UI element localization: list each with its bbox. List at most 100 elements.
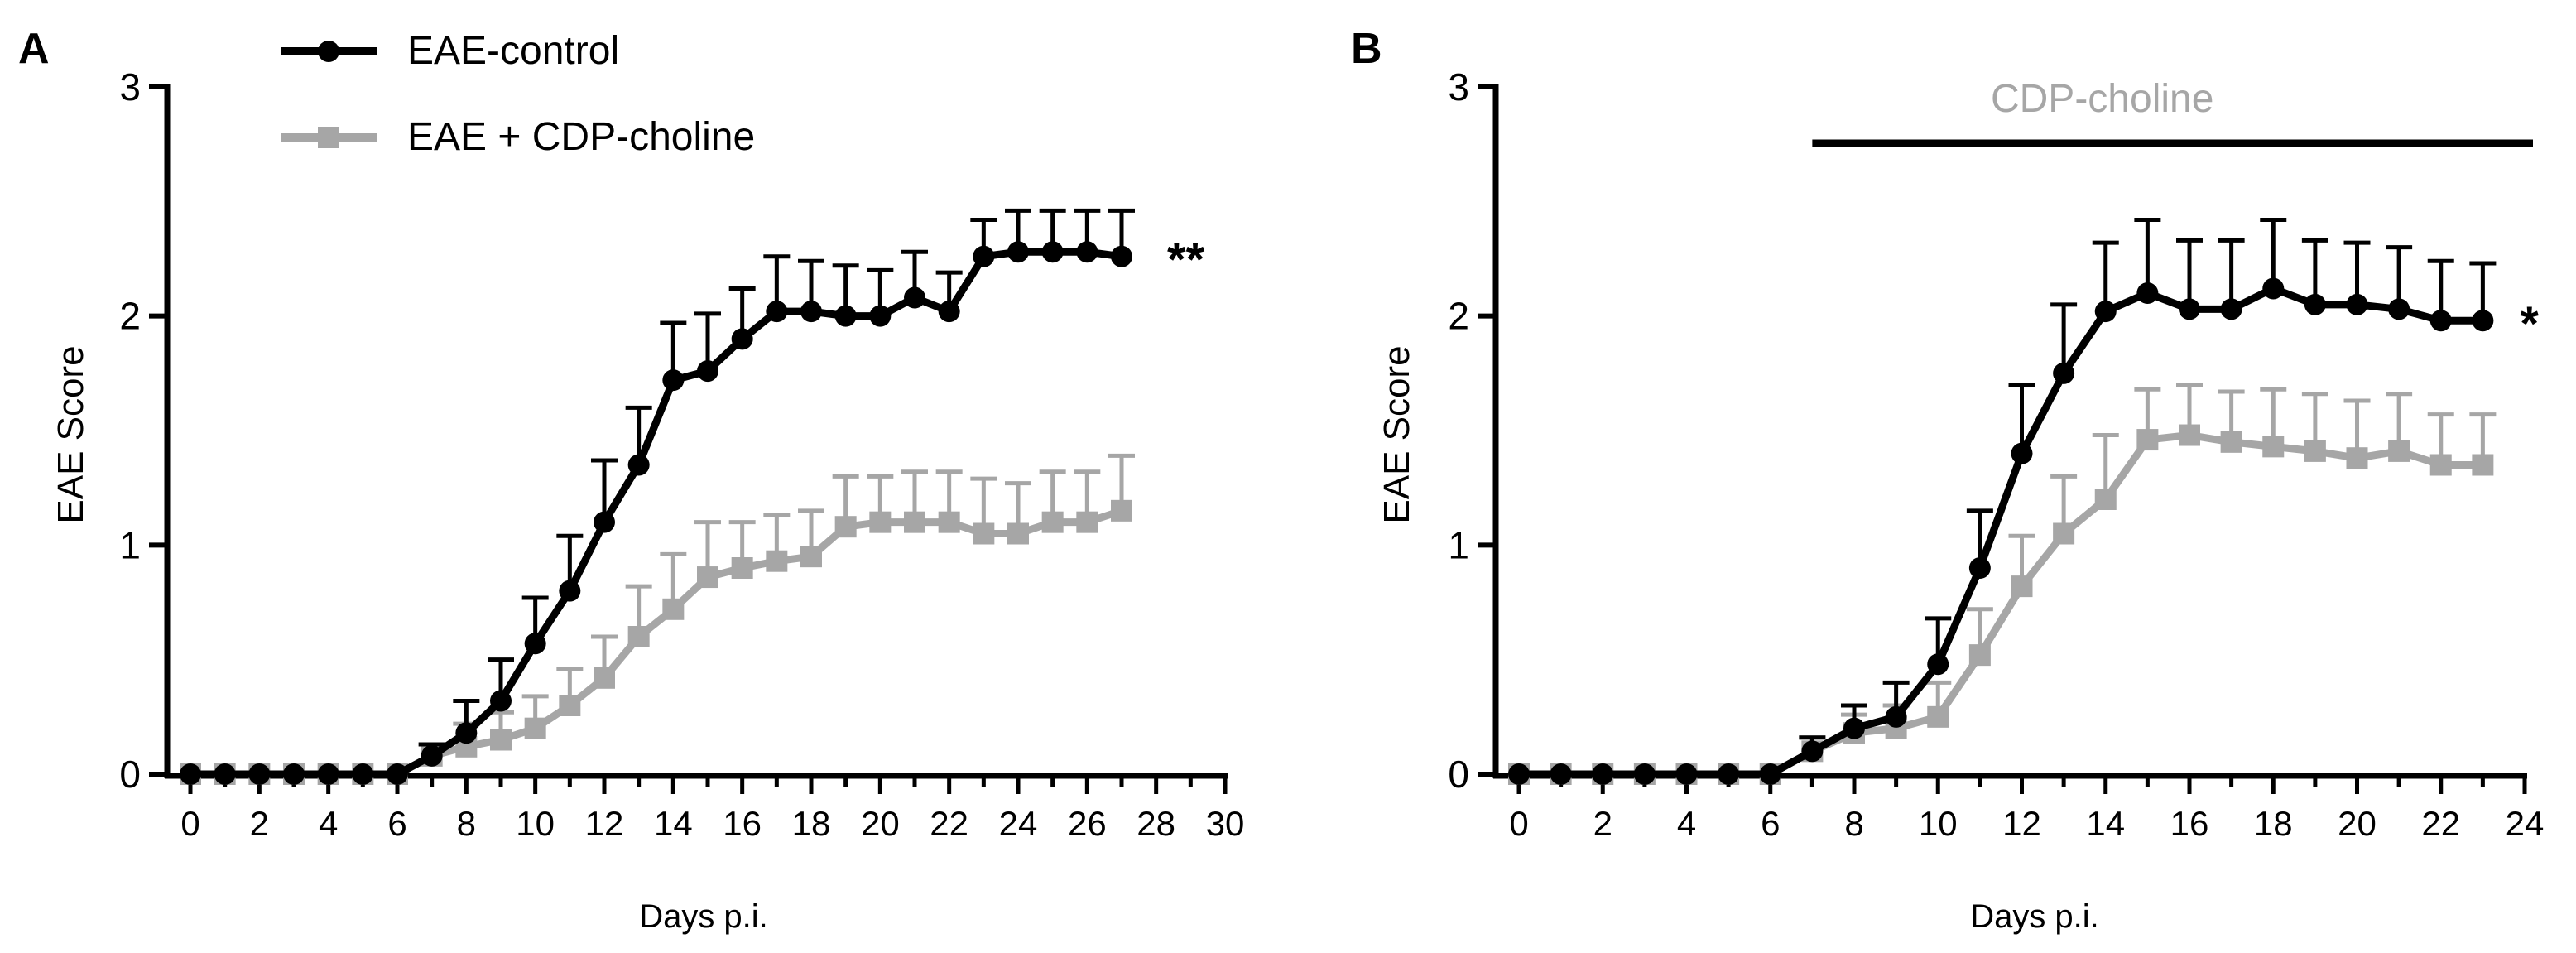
control-point bbox=[1508, 763, 1530, 785]
treated-point bbox=[2429, 454, 2452, 476]
control-point bbox=[2262, 277, 2285, 300]
control-point bbox=[697, 360, 718, 383]
control-point bbox=[352, 763, 374, 785]
panel-a-letter: A bbox=[18, 25, 50, 73]
x-tick-label: 0 bbox=[180, 804, 199, 843]
control-point bbox=[1007, 241, 1029, 263]
treated-point bbox=[766, 550, 788, 572]
treated-point bbox=[2179, 424, 2200, 446]
x-tick-label: 16 bbox=[2170, 804, 2209, 843]
treated-point bbox=[2136, 429, 2159, 451]
control-point bbox=[387, 763, 408, 785]
control-point bbox=[1675, 763, 1698, 785]
control-point bbox=[524, 633, 546, 655]
control-point bbox=[2136, 282, 2159, 304]
control-point bbox=[559, 580, 581, 602]
control-point bbox=[2011, 442, 2033, 464]
treated-point bbox=[559, 695, 581, 716]
control-point bbox=[1801, 740, 1824, 763]
treated-point bbox=[2094, 489, 2117, 510]
y-tick-label: 0 bbox=[119, 753, 141, 796]
control-point bbox=[1550, 763, 1572, 785]
x-tick-label: 2 bbox=[250, 804, 269, 843]
control-point bbox=[2472, 310, 2494, 332]
treated-point bbox=[2053, 522, 2075, 545]
treated-point bbox=[2472, 454, 2494, 476]
control-point bbox=[2179, 298, 2200, 320]
x-tick-label: 18 bbox=[2254, 804, 2293, 843]
control-point bbox=[1843, 717, 1865, 739]
y-tick-label: 3 bbox=[119, 65, 141, 108]
control-point bbox=[973, 245, 995, 267]
x-tick-label: 4 bbox=[1677, 804, 1696, 843]
panel-b-ylabel: EAE Score bbox=[1377, 345, 1417, 523]
control-point bbox=[2346, 293, 2368, 315]
control-series-line bbox=[190, 248, 1122, 778]
x-tick-label: 24 bbox=[2506, 804, 2545, 843]
treatment-bar: CDP-choline bbox=[1812, 77, 2533, 147]
control-point bbox=[1076, 241, 1098, 263]
treated-point bbox=[1111, 499, 1132, 522]
x-tick-label: 18 bbox=[792, 804, 831, 843]
control-point bbox=[283, 763, 305, 785]
control-point bbox=[2053, 362, 2075, 384]
panel-a-xlabel: Days p.i. bbox=[639, 898, 768, 935]
treated-point bbox=[490, 729, 512, 751]
treated-point bbox=[973, 522, 995, 545]
treated-point bbox=[1041, 511, 1064, 533]
control-point bbox=[1885, 705, 1907, 728]
treated-point bbox=[2304, 440, 2326, 462]
panel-b-xlabel: Days p.i. bbox=[1970, 898, 2099, 935]
control-point bbox=[1111, 245, 1132, 267]
control-point bbox=[2094, 301, 2117, 323]
legend-treated-marker bbox=[318, 127, 339, 148]
control-point bbox=[662, 369, 685, 392]
legend-control-label: EAE-control bbox=[407, 29, 619, 73]
control-point bbox=[490, 690, 512, 712]
x-tick-label: 0 bbox=[1509, 804, 1528, 843]
control-point bbox=[766, 301, 788, 323]
x-tick-label: 6 bbox=[387, 804, 406, 843]
panel-a-ylabel: EAE Score bbox=[50, 345, 91, 523]
control-point bbox=[938, 301, 960, 323]
x-tick-label: 14 bbox=[654, 804, 693, 843]
control-point bbox=[627, 454, 650, 476]
treated-point bbox=[1968, 644, 1991, 667]
legend: EAE-control EAE + CDP-choline bbox=[281, 29, 755, 159]
control-point bbox=[455, 722, 478, 744]
treated-point bbox=[1076, 511, 1098, 533]
legend-item-treated: EAE + CDP-choline bbox=[281, 115, 755, 159]
x-tick-label: 22 bbox=[930, 804, 968, 843]
treated-point bbox=[662, 598, 685, 620]
x-tick-label: 26 bbox=[1068, 804, 1107, 843]
treated-point bbox=[869, 511, 892, 533]
control-point bbox=[1759, 763, 1781, 785]
treated-point bbox=[627, 626, 650, 647]
control-point bbox=[1718, 763, 1740, 785]
treated-point bbox=[2262, 436, 2285, 458]
control-point bbox=[2388, 298, 2410, 320]
control-point bbox=[421, 744, 443, 767]
x-tick-label: 4 bbox=[319, 804, 338, 843]
control-point bbox=[594, 511, 615, 533]
control-point bbox=[214, 763, 236, 785]
x-tick-label: 8 bbox=[1844, 804, 1863, 843]
control-point bbox=[869, 305, 892, 327]
treated-point bbox=[1927, 705, 1949, 728]
treated-point bbox=[2011, 575, 2033, 598]
y-tick-label: 2 bbox=[119, 295, 141, 338]
treated-point bbox=[731, 557, 753, 579]
y-tick-label: 3 bbox=[1448, 65, 1469, 108]
control-point bbox=[800, 301, 822, 323]
control-point bbox=[904, 286, 925, 309]
treated-point bbox=[834, 516, 857, 538]
control-point bbox=[834, 305, 857, 327]
treated-point bbox=[904, 511, 925, 533]
significance-marker: * bbox=[2520, 297, 2539, 351]
control-point bbox=[248, 763, 271, 785]
x-tick-label: 28 bbox=[1137, 804, 1175, 843]
control-point bbox=[1968, 557, 1991, 579]
